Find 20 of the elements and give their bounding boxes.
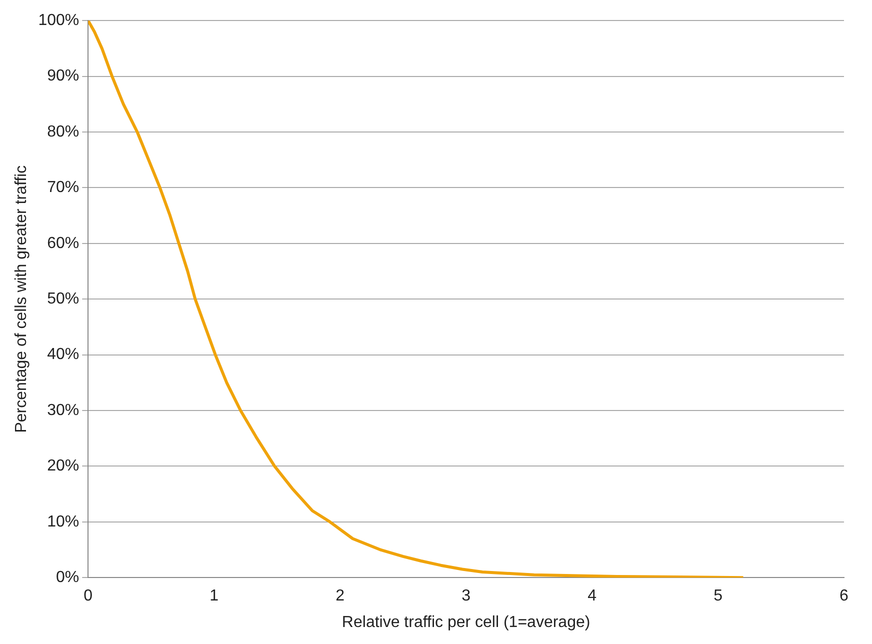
y-tick-label: 40% [47, 346, 80, 364]
y-tick-label: 50% [47, 290, 80, 308]
x-tick-label: 0 [84, 588, 93, 605]
y-tick-label: 0% [56, 569, 80, 586]
x-tick-label: 5 [714, 588, 723, 605]
y-tick-label: 30% [47, 402, 80, 419]
y-axis-title: Percentage of cells with greater traffic [13, 165, 30, 433]
y-tick-label: 70% [47, 179, 80, 196]
y-tick-label: 100% [38, 12, 80, 30]
x-tick-label: 6 [840, 588, 849, 605]
x-tick-label: 3 [462, 588, 471, 605]
y-tick-label: 10% [47, 513, 80, 530]
x-axis-title: Relative traffic per cell (1=average) [342, 614, 590, 631]
y-tick-label: 80% [47, 123, 80, 140]
x-tick-label: 2 [336, 588, 345, 605]
x-tick-label: 4 [588, 588, 597, 605]
x-tick-label: 1 [210, 588, 219, 605]
y-tick-label: 90% [47, 68, 80, 85]
y-tick-label: 20% [47, 458, 80, 475]
y-tick-label: 60% [47, 234, 80, 252]
